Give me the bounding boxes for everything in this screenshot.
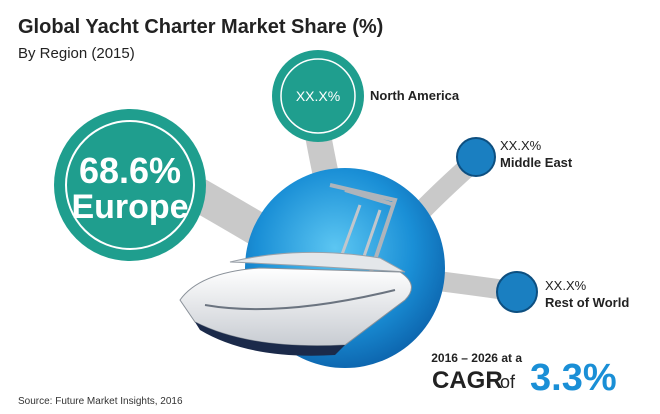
subtitle: By Region (2015) (18, 45, 135, 62)
middle-east-label: Middle East (500, 155, 573, 170)
boat-illustration (179, 183, 412, 356)
cagr-value: 3.3% (530, 357, 617, 399)
title: Global Yacht Charter Market Share (%) (18, 16, 383, 38)
north-america-value: XX.X% (296, 88, 340, 104)
europe-label: Europe (71, 188, 188, 226)
rest-of-world-label: Rest of World (545, 295, 629, 310)
source: Source: Future Market Insights, 2016 (18, 396, 183, 407)
middle-east-value: XX.X% (500, 138, 542, 153)
north-america-ring (280, 58, 356, 134)
europe-circle-ring (65, 120, 195, 250)
cagr-connector: of (500, 372, 516, 392)
cagr-label: CAGR (432, 367, 503, 394)
rest-of-world-value: XX.X% (545, 278, 587, 293)
europe-value: 68.6% (79, 150, 181, 191)
cagr-period: 2016 – 2026 at a (431, 351, 522, 365)
north-america-label: North America (370, 88, 460, 103)
middle-east-circle (456, 137, 496, 177)
rest-of-world-circle (496, 271, 538, 313)
